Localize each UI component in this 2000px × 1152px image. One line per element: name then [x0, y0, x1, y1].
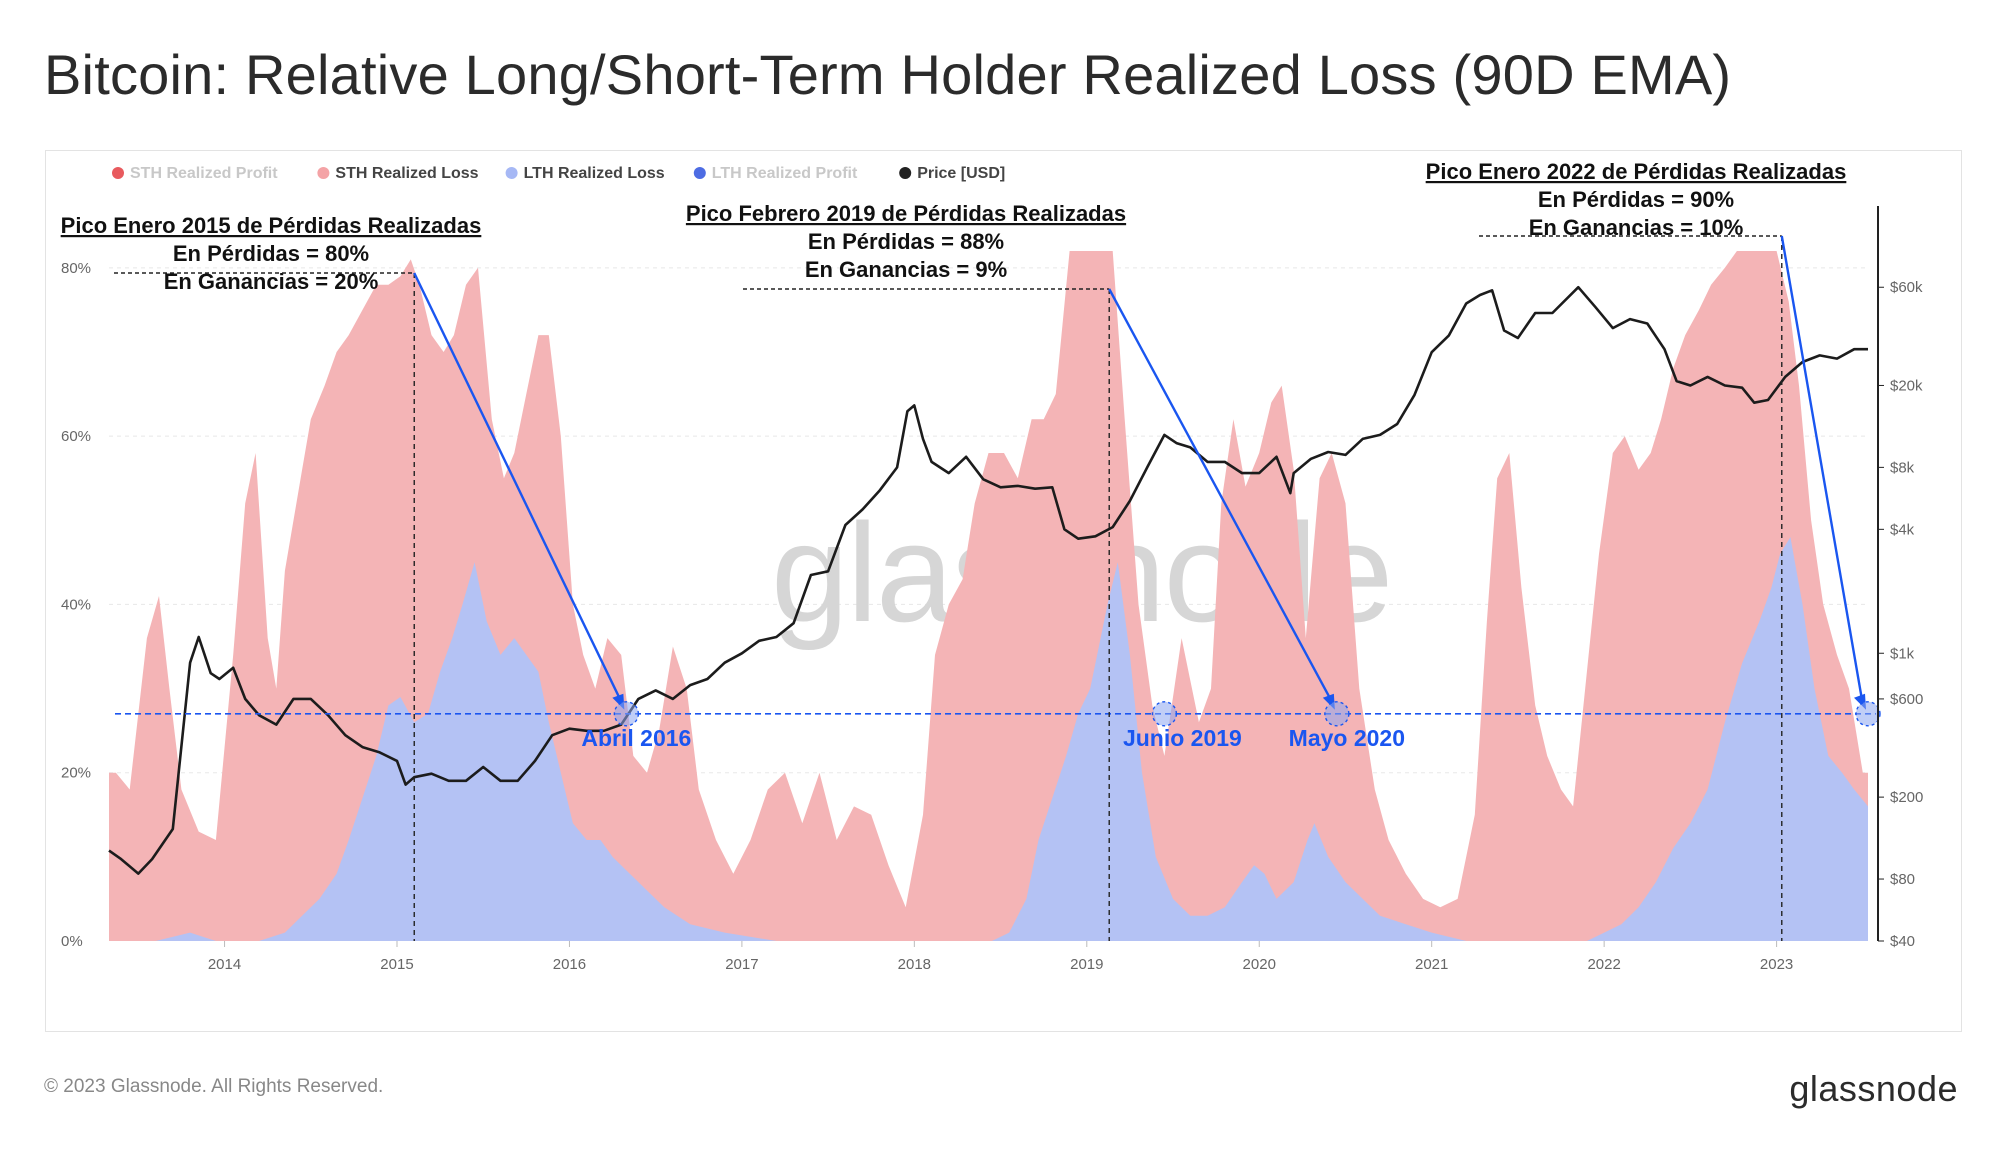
legend-marker — [693, 167, 706, 179]
legend-item: STH Realized Loss — [317, 165, 479, 182]
grid-lines — [109, 267, 1868, 774]
legend-item: Price [USD] — [899, 165, 1005, 182]
y-left-tick-label: 60% — [61, 428, 91, 445]
annotation-arrow — [1108, 288, 1332, 701]
y-right-tick-label: $1k — [1890, 645, 1915, 662]
legend-item: LTH Realized Profit — [693, 165, 858, 182]
x-tick-label: 2014 — [208, 956, 241, 973]
lth-loss-area — [109, 537, 1868, 941]
annotation-arrow — [413, 272, 622, 701]
annotation-title: Pico Enero 2022 de Pérdidas Realizadas — [1426, 159, 1847, 184]
y-right-tick-label: $80 — [1890, 871, 1915, 888]
y-axis-left: 0% 20% 40% 60% 80% — [61, 260, 91, 950]
x-tick-label: 2019 — [1070, 956, 1103, 973]
x-tick-label: 2020 — [1243, 956, 1276, 973]
x-axis: 2014 2015 2016 2017 2018 2019 2020 2021 2022 2023 — [208, 941, 1793, 973]
y-left-tick-label: 0% — [61, 933, 83, 950]
legend-marker — [505, 167, 518, 179]
annotation-loss-line: En Pérdidas = 90% — [1538, 187, 1734, 212]
legend-marker — [317, 167, 330, 179]
x-tick-label: 2022 — [1587, 956, 1620, 973]
x-tick-label: 2021 — [1415, 956, 1448, 973]
y-right-tick-label: $8k — [1890, 459, 1915, 476]
legend-item: STH Realized Profit — [112, 165, 278, 182]
legend-label: LTH Realized Loss — [524, 165, 665, 182]
legend-marker — [899, 167, 912, 179]
price-line — [108, 285, 1868, 875]
annotation-title: Pico Febrero 2019 de Pérdidas Realizadas — [686, 201, 1126, 226]
legend-label: STH Realized Profit — [130, 165, 278, 182]
legend-label: STH Realized Loss — [335, 165, 478, 182]
target-label: Abril 2016 — [581, 725, 691, 751]
legend-label: Price [USD] — [917, 165, 1005, 182]
x-tick-label: 2017 — [725, 956, 758, 973]
legend: STH Realized Profit STH Realized Loss LTH … — [112, 165, 1005, 182]
target-circle — [1324, 701, 1350, 727]
y-right-tick-label: $40 — [1890, 933, 1915, 950]
y-right-tick-label: $60k — [1890, 279, 1923, 296]
legend-item: LTH Realized Loss — [505, 165, 665, 182]
lth-loss-area-path — [109, 537, 1868, 941]
legend-label: LTH Realized Profit — [712, 165, 858, 182]
target-label: Mayo 2020 — [1289, 725, 1405, 751]
target-circle — [1855, 701, 1881, 727]
annotation-loss-line: En Pérdidas = 88% — [808, 229, 1004, 254]
glassnode-logo: glassnode — [1789, 1068, 1958, 1109]
y-right-tick-label: $4k — [1890, 521, 1915, 538]
y-right-tick-label: $600 — [1890, 691, 1923, 708]
copyright-footer: © 2023 Glassnode. All Rights Reserved. — [44, 1076, 384, 1097]
legend-marker — [112, 167, 124, 179]
chart-svg: glassnode Pico Enero 2015 de Pérdidas Re… — [61, 159, 1924, 973]
chart-frame: glassnode Pico Enero 2015 de Pérdidas Re… — [45, 150, 1962, 1032]
annotation-profit-line: En Ganancias = 9% — [805, 257, 1007, 282]
y-left-tick-label: 80% — [61, 260, 91, 277]
annotation-title: Pico Enero 2015 de Pérdidas Realizadas — [61, 213, 482, 238]
annotations: Pico Enero 2015 de Pérdidas Realizadas En… — [61, 159, 1881, 941]
annotation-arrow — [1780, 235, 1864, 701]
y-left-tick-label: 20% — [61, 765, 91, 782]
y-right-tick-label: $20k — [1890, 377, 1923, 394]
x-tick-label: 2023 — [1760, 956, 1793, 973]
x-tick-label: 2015 — [380, 956, 413, 973]
y-axis-right: $40 $80 $200 $600 $1k $4k $8k $20k $60k — [1877, 206, 1923, 950]
target-circle — [613, 701, 640, 727]
annotation-loss-line: En Pérdidas = 80% — [173, 241, 369, 266]
target-label: Junio 2019 — [1123, 725, 1242, 751]
price-line-path — [108, 285, 1868, 875]
y-left-tick-label: 40% — [61, 596, 91, 613]
x-tick-label: 2018 — [898, 956, 931, 973]
chart-title: Bitcoin: Relative Long/Short-Term Holder… — [44, 43, 1732, 106]
target-circle — [1151, 701, 1178, 727]
x-tick-label: 2016 — [553, 956, 586, 973]
y-right-tick-label: $200 — [1890, 789, 1923, 806]
